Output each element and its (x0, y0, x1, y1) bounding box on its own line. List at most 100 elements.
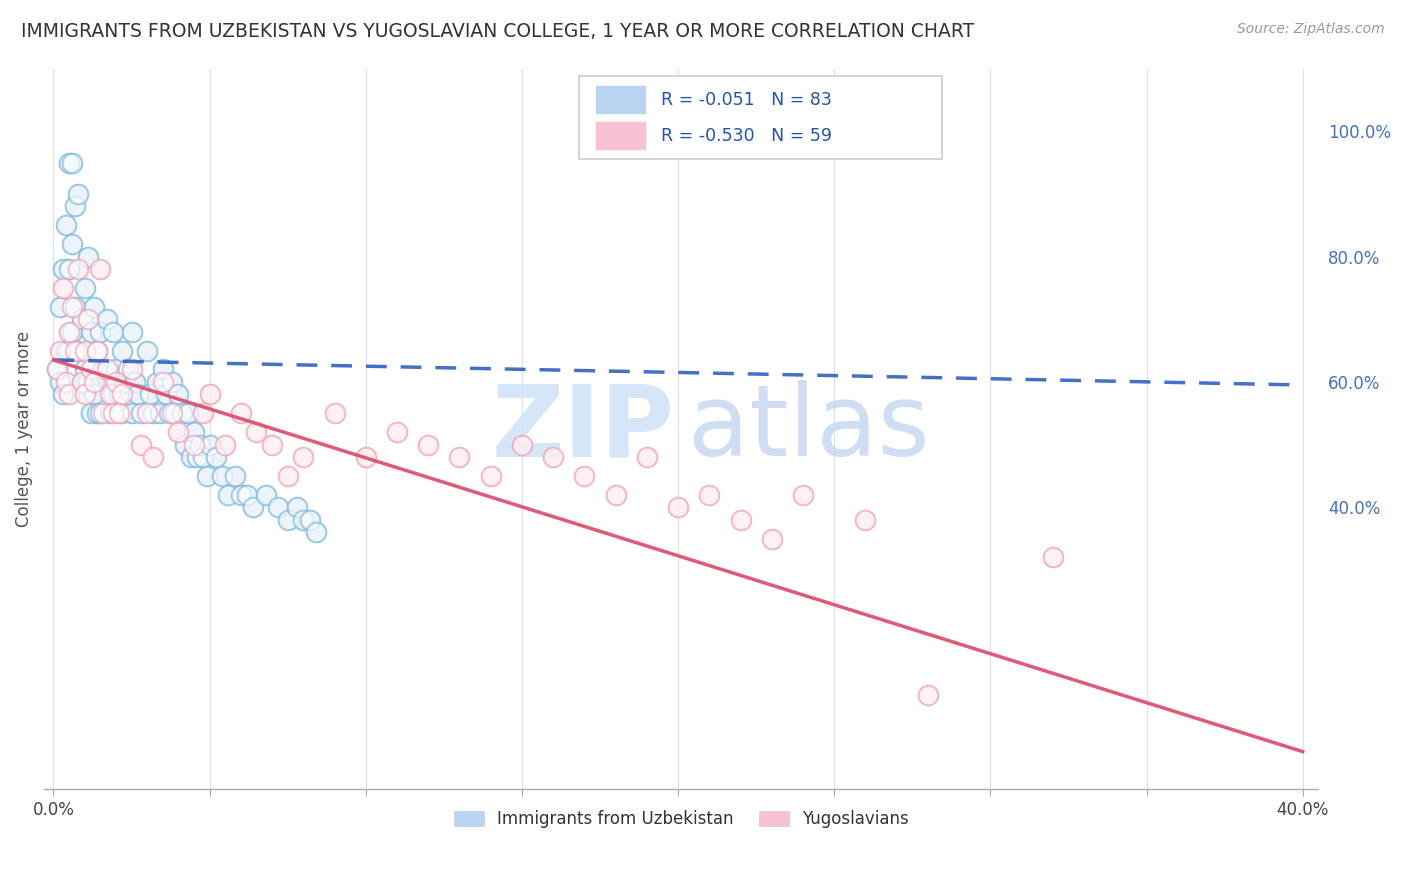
Point (73, 281, 96, 295)
Point (111, 387, 134, 401)
Point (160, 406, 183, 420)
Point (165, 406, 187, 420)
Point (186, 450, 208, 464)
Y-axis label: College, 1 year or more: College, 1 year or more (15, 331, 32, 527)
Point (198, 437, 221, 451)
Point (96, 362, 118, 376)
Point (101, 387, 124, 401)
Point (89, 406, 111, 420)
Point (183, 425, 205, 439)
Point (193, 450, 215, 464)
Point (121, 362, 143, 376)
Point (236, 488, 259, 502)
Point (98, 406, 121, 420)
Point (183, 425, 205, 439)
Point (188, 437, 211, 451)
Point (48, 300, 70, 314)
Point (193, 406, 215, 420)
Point (60, 325, 83, 339)
Point (58, 343, 80, 358)
Point (267, 500, 290, 515)
Point (262, 437, 284, 451)
Text: R = -0.530   N = 59: R = -0.530 N = 59 (661, 127, 832, 145)
Point (101, 325, 124, 339)
Point (792, 488, 814, 502)
Point (80, 362, 103, 376)
Point (541, 450, 564, 464)
Point (167, 425, 190, 439)
Point (180, 450, 202, 464)
Point (1042, 550, 1064, 565)
Point (292, 513, 315, 527)
Point (48, 343, 70, 358)
Point (165, 406, 187, 420)
Point (730, 513, 752, 527)
Point (60, 155, 83, 169)
Point (101, 325, 124, 339)
Point (55, 375, 77, 389)
Point (121, 362, 143, 376)
Point (52, 262, 75, 277)
Point (574, 468, 596, 483)
Point (127, 387, 149, 401)
Point (111, 406, 134, 420)
Point (155, 387, 177, 401)
Point (242, 500, 264, 515)
Point (45, 362, 67, 376)
Point (142, 406, 165, 420)
Point (160, 406, 183, 420)
Point (52, 387, 75, 401)
Point (636, 450, 658, 464)
Point (52, 262, 75, 277)
Point (58, 325, 80, 339)
Point (917, 688, 939, 702)
Point (449, 450, 471, 464)
Point (121, 406, 143, 420)
Point (83, 300, 105, 314)
Point (104, 375, 127, 389)
Point (73, 362, 96, 376)
Point (104, 362, 127, 376)
Point (58, 387, 80, 401)
Point (83, 387, 105, 401)
Point (67, 343, 90, 358)
Point (98, 387, 121, 401)
Point (229, 488, 252, 502)
Point (48, 375, 70, 389)
Point (108, 406, 131, 420)
Point (211, 468, 233, 483)
Point (177, 406, 200, 420)
Bar (595, 85, 645, 114)
Point (262, 437, 284, 451)
Point (198, 437, 221, 451)
Text: R = -0.051   N = 83: R = -0.051 N = 83 (661, 90, 832, 109)
Point (108, 387, 131, 401)
Point (636, 450, 658, 464)
Point (58, 343, 80, 358)
Point (214, 437, 236, 451)
Point (277, 513, 299, 527)
Point (198, 387, 221, 401)
Point (149, 406, 172, 420)
Point (160, 375, 183, 389)
Point (211, 468, 233, 483)
Point (52, 281, 75, 295)
Point (121, 325, 143, 339)
Point (55, 375, 77, 389)
Point (80, 325, 103, 339)
Point (277, 468, 299, 483)
Point (70, 312, 93, 326)
Point (67, 343, 90, 358)
Point (139, 387, 162, 401)
Point (86, 343, 108, 358)
Point (76, 375, 98, 389)
Point (65, 343, 87, 358)
Point (55, 218, 77, 232)
Point (142, 450, 165, 464)
Point (65, 300, 87, 314)
Point (195, 468, 218, 483)
Point (83, 300, 105, 314)
Point (855, 513, 877, 527)
Point (170, 406, 193, 420)
Point (205, 450, 228, 464)
